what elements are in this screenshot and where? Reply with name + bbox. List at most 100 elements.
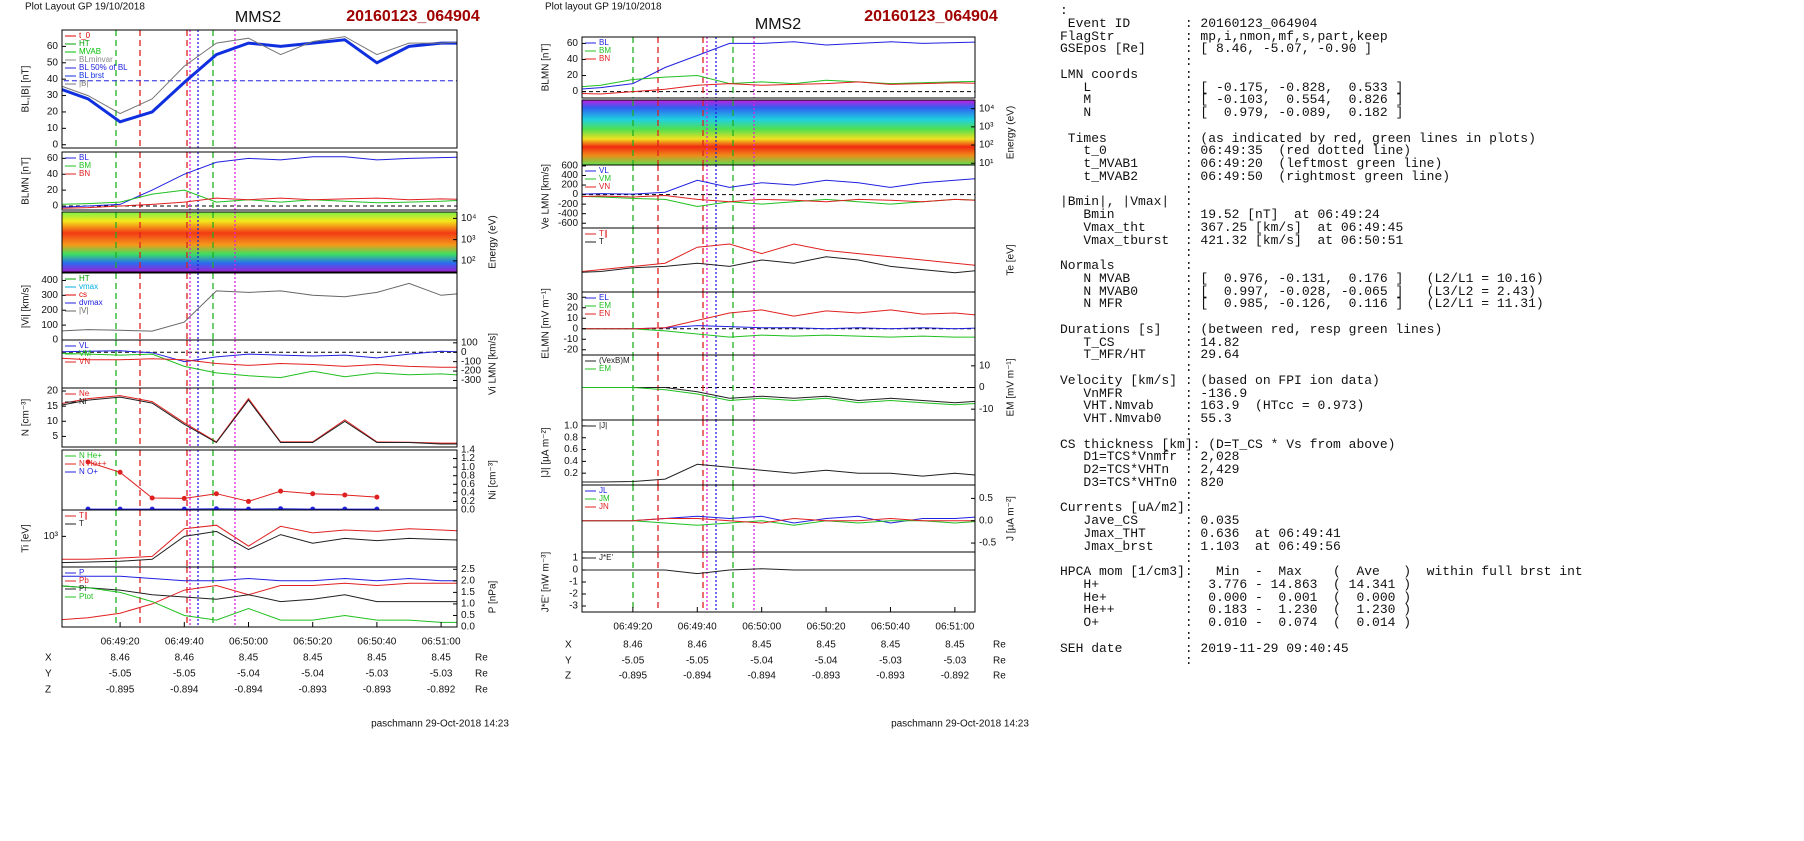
y-tick-label: 0.5 <box>461 610 475 621</box>
y-tick-label: 5 <box>52 431 58 442</box>
listing-line: : <box>1060 360 1193 375</box>
legend-label: HT <box>79 274 90 283</box>
y-tick-label: 0 <box>52 201 58 212</box>
listing-line: T_MFR/HT : 29.64 <box>1060 347 1240 363</box>
y-tick-label: 600 <box>561 161 578 172</box>
y-axis-label: J [µA m⁻²] <box>1006 496 1017 541</box>
y-tick-label: 40 <box>47 74 59 85</box>
panel <box>62 30 457 148</box>
y-tick-label: 2.5 <box>461 564 475 575</box>
y-tick-label: 20 <box>567 302 579 313</box>
y-tick-label: 60 <box>47 41 59 52</box>
listing-line: : <box>1060 487 1193 503</box>
orbit-value: -0.895 <box>106 685 135 696</box>
y-tick-label: 10 <box>47 123 59 134</box>
y-tick-label: 10⁴ <box>979 103 994 114</box>
legend-label: BN <box>79 169 90 178</box>
y-axis-label: Ti [eV] <box>21 524 32 553</box>
orbit-value: -0.893 <box>812 671 841 682</box>
legend-label: Pi <box>79 584 86 593</box>
y-tick-label: 0 <box>572 189 578 200</box>
orbit-value: 8.45 <box>367 653 387 664</box>
listing-line: Currents [uA/m2]: <box>1060 500 1193 516</box>
y-axis-label: Ve LMN [km/s] <box>541 164 552 229</box>
y-tick-label: 0 <box>52 335 58 346</box>
legend-label: N He++ <box>79 459 107 468</box>
spectrogram <box>582 100 975 165</box>
panel <box>62 152 457 210</box>
listing-line: D1=TCS*Vnmfr : 2,028 <box>1060 449 1240 465</box>
y-tick-label: 0 <box>572 86 578 97</box>
series-line <box>62 582 457 621</box>
listing-line: : <box>1060 245 1193 261</box>
y-tick-label: 10 <box>47 416 59 427</box>
listing-line: Jmax_THT : 0.636 at 06:49:41 <box>1060 525 1341 541</box>
y-tick-label: 10³ <box>44 531 59 542</box>
y-tick-label: -300 <box>461 375 481 386</box>
y-tick-label: 10² <box>979 140 994 151</box>
series-line <box>62 395 457 444</box>
orbit-value: -0.894 <box>683 671 712 682</box>
orbit-unit: Re <box>993 671 1006 682</box>
orbit-value: -0.893 <box>299 685 328 696</box>
y-tick-label: 0.2 <box>461 496 475 507</box>
legend-label: |J| <box>599 421 607 430</box>
legend-label: JL <box>599 486 608 495</box>
orbit-value: -5.04 <box>237 669 260 680</box>
y-axis-label: J*E' [nW m⁻³] <box>541 552 552 613</box>
listing-line: He++ : 0.183 - 1.230 ( 1.230 ) <box>1060 602 1412 618</box>
orbit-value: 8.45 <box>752 640 772 651</box>
y-tick-label: 0.4 <box>564 456 578 467</box>
legend-label: VN <box>79 357 90 366</box>
legend-label: EM <box>599 364 611 373</box>
legend-label: BN <box>599 54 610 63</box>
legend-label: T∥ <box>79 511 88 520</box>
orbit-value: -0.894 <box>747 671 776 682</box>
y-tick-label: 1.0 <box>564 421 578 432</box>
legend-label: VM <box>599 174 611 183</box>
listing-line: : <box>1060 3 1068 18</box>
legend-label: VL <box>79 341 89 350</box>
legend-label: VL <box>599 166 609 175</box>
y-axis-label: BLMN [nT] <box>541 43 552 91</box>
legend-label: vmax <box>79 282 98 291</box>
plot-title: MMS2 <box>235 9 281 26</box>
listing-line: SEH date : 2019-11-29 09:40:45 <box>1060 640 1349 656</box>
listing-line: HPCA mom [1/cm3]: Min - Max ( Ave ) with… <box>1060 564 1583 579</box>
series-line <box>582 520 975 526</box>
listing-line: He+ : 0.000 - 0.001 ( 0.000 ) <box>1060 589 1412 605</box>
orbit-label: Z <box>565 671 571 682</box>
y-axis-label: Energy (eV) <box>488 215 499 268</box>
listing-line: FlagStr : mp,i,nmon,mf,s,part,keep <box>1060 28 1388 44</box>
listing-line: T_CS : 14.82 <box>1060 334 1240 350</box>
y-tick-label: 0 <box>572 565 578 576</box>
panel-frame <box>581 291 976 356</box>
y-axis-label: Ni [cm⁻³] <box>488 460 499 500</box>
series-line <box>62 282 457 332</box>
listing-line: VHT.Nmvab0 : 55.3 <box>1060 411 1232 426</box>
listing-line: D3=TCS*VHTn0 : 820 <box>1060 474 1224 490</box>
legend-label: BM <box>79 161 91 170</box>
listing-line: D2=TCS*VHTn : 2,429 <box>1060 462 1240 477</box>
listing-line: VHT.Nmvab : 163.9 (HTcc = 0.973) <box>1060 398 1365 414</box>
y-axis-label: P [nPa] <box>488 580 499 613</box>
legend-label: JM <box>599 494 610 503</box>
y-tick-label: 100 <box>461 337 478 348</box>
plot-title: MMS2 <box>755 16 801 33</box>
listing-line: : <box>1060 627 1193 643</box>
y-tick-label: -200 <box>461 366 481 377</box>
footer: paschmann 29-Oct-2018 14:23 <box>891 719 1029 730</box>
legend-label: T∥ <box>599 229 608 238</box>
y-tick-label: 0 <box>572 323 578 334</box>
legend-label: cs <box>79 290 87 299</box>
y-tick-label: 10 <box>567 313 579 324</box>
y-tick-label: 200 <box>41 305 58 316</box>
panel <box>582 292 975 355</box>
orbit-value: -5.05 <box>621 656 644 667</box>
orbit-label: X <box>45 653 52 664</box>
orbit-value: -0.893 <box>876 671 905 682</box>
panel <box>582 420 975 485</box>
x-tick-label: 06:50:00 <box>229 637 268 648</box>
